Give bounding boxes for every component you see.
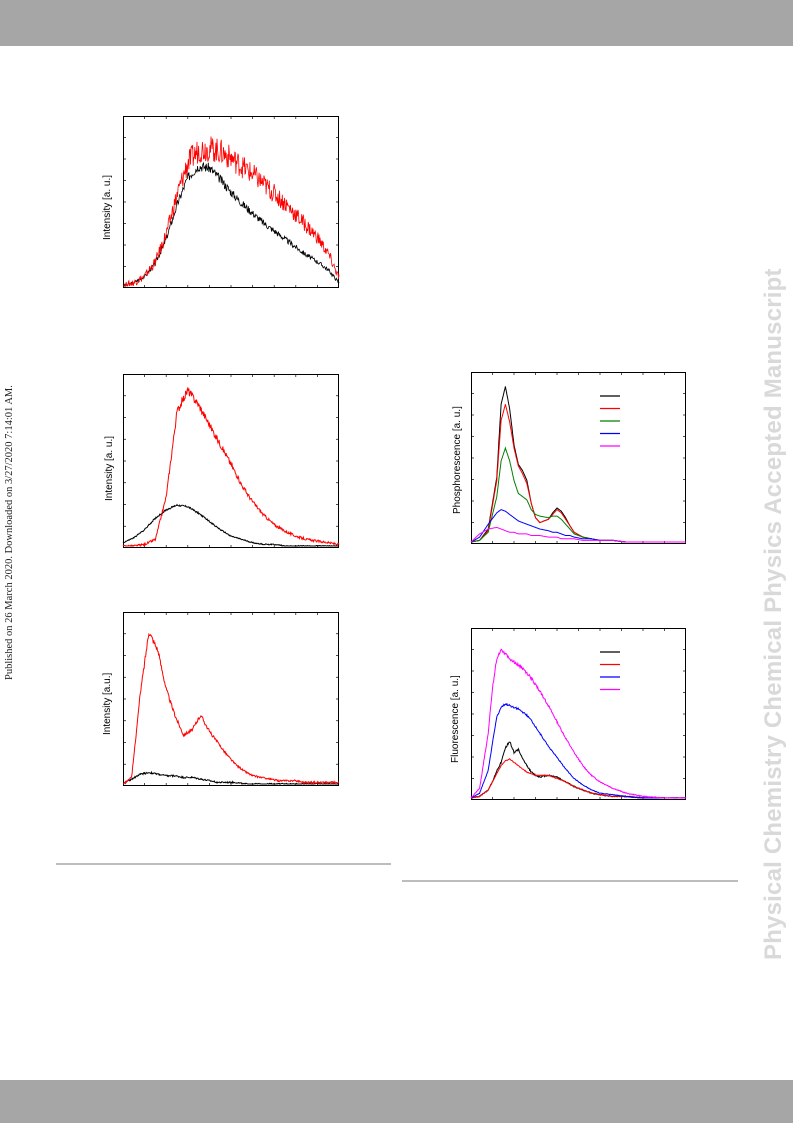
series-line xyxy=(470,648,687,799)
series-line xyxy=(470,526,686,543)
chart-1-svg xyxy=(123,116,340,288)
chart-panel-1 xyxy=(123,116,340,288)
caption-divider-left xyxy=(56,863,391,865)
series-line xyxy=(471,758,687,799)
series-line xyxy=(470,404,686,543)
chart-2-svg xyxy=(122,374,340,548)
series-line xyxy=(470,509,686,543)
series-line xyxy=(470,446,686,543)
chart-5-svg xyxy=(470,628,687,800)
chart-panel-2 xyxy=(122,374,340,548)
chart-2-ylabel: Intensity [a. u.] xyxy=(104,435,115,501)
plot-frame xyxy=(123,116,339,288)
series-line xyxy=(470,741,687,799)
journal-watermark: Physical Chemistry Chemical Physics Acce… xyxy=(760,268,787,960)
chart-4-svg xyxy=(470,372,686,544)
footer-bar xyxy=(0,1080,793,1123)
plot-frame xyxy=(471,372,686,544)
series-line xyxy=(123,770,339,785)
series-line xyxy=(470,386,686,543)
chart-1-ylabel: Intensity [a. u.] xyxy=(102,174,113,240)
chart-panel-phosphorescence xyxy=(470,372,686,544)
series-line xyxy=(123,161,340,288)
chart-5-ylabel: Fluorescence [a. u.] xyxy=(450,675,461,763)
series-line xyxy=(123,136,340,287)
published-note: Published on 26 March 2020. Downloaded o… xyxy=(4,385,15,680)
caption-divider-right xyxy=(402,880,738,882)
plot-frame xyxy=(123,374,339,548)
chart-3-svg xyxy=(122,612,340,786)
chart-panel-fluorescence xyxy=(470,628,687,800)
chart-3-ylabel: Intensity [a.u.] xyxy=(102,672,113,735)
chart-4-ylabel: Phosphorescence [a. u.] xyxy=(452,406,463,514)
series-line xyxy=(122,632,340,785)
series-line xyxy=(122,386,340,548)
chart-panel-3 xyxy=(122,612,340,786)
series-line xyxy=(122,503,340,547)
series-line xyxy=(471,702,687,799)
header-bar xyxy=(0,0,793,46)
